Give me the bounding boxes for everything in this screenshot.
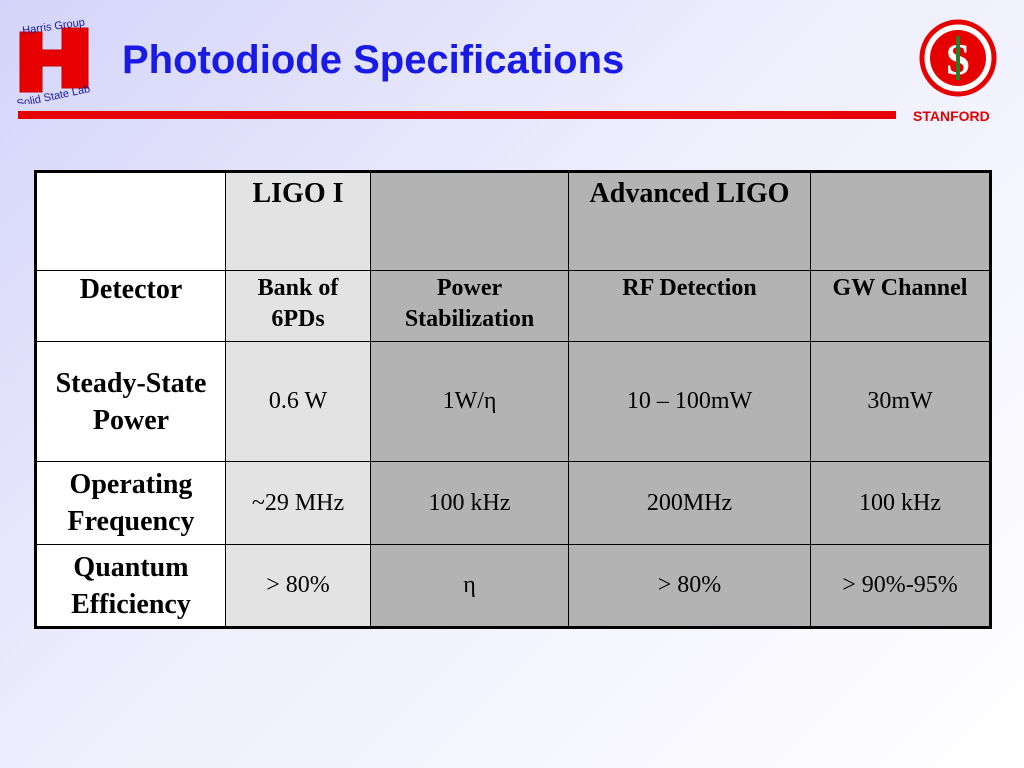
row-label: Quantum Efficiency bbox=[35, 544, 226, 628]
table-row: Quantum Efficiency > 80% η > 80% > 90%-95% bbox=[35, 544, 991, 628]
table-cell: GW Channel bbox=[810, 270, 991, 342]
table-cell: 0.6 W bbox=[225, 341, 371, 462]
logo-tree bbox=[956, 36, 960, 80]
slide-title: Photodiode Specifications bbox=[122, 38, 625, 82]
table-cell: 100 kHz bbox=[810, 461, 991, 545]
header-cell bbox=[810, 171, 991, 271]
table-row: Steady-State Power 0.6 W 1W/η 10 – 100mW 30m… bbox=[35, 341, 991, 462]
header-cell: LIGO I bbox=[225, 171, 371, 271]
row-label: Steady-State Power bbox=[35, 341, 226, 462]
spec-table: LIGO I Advanced LIGO Detector Bank of 6PD… bbox=[34, 170, 992, 629]
header-row: LIGO I Advanced LIGO bbox=[35, 171, 991, 271]
table-cell: 200MHz bbox=[568, 461, 811, 545]
table-cell: η bbox=[370, 544, 569, 628]
row-label: Detector bbox=[35, 270, 226, 342]
table-cell: 30mW bbox=[810, 341, 991, 462]
table-row: Detector Bank of 6PDs Power Stabilization R… bbox=[35, 270, 991, 342]
table-cell: 1W/η bbox=[370, 341, 569, 462]
table-cell: RF Detection bbox=[568, 270, 811, 342]
table-cell: > 90%-95% bbox=[810, 544, 991, 628]
table-cell: 10 – 100mW bbox=[568, 341, 811, 462]
logo-h bbox=[19, 27, 89, 93]
corner-cell bbox=[35, 171, 226, 271]
table-cell: 100 kHz bbox=[370, 461, 569, 545]
stanford-label: STANFORD bbox=[913, 108, 990, 124]
table-cell: Power Stabilization bbox=[370, 270, 569, 342]
stanford-logo: S bbox=[919, 19, 997, 97]
table-cell: > 80% bbox=[225, 544, 371, 628]
harris-logo: Harris Group Solid State Lab bbox=[16, 16, 91, 104]
table-cell: Bank of 6PDs bbox=[225, 270, 371, 342]
header-cell: Advanced LIGO bbox=[568, 171, 811, 271]
table-cell: > 80% bbox=[568, 544, 811, 628]
header-cell bbox=[370, 171, 569, 271]
table-cell: ~29 MHz bbox=[225, 461, 371, 545]
title-rule bbox=[18, 111, 896, 119]
table-row: Operating Frequency ~29 MHz 100 kHz 200MHz 1… bbox=[35, 461, 991, 545]
row-label: Operating Frequency bbox=[35, 461, 226, 545]
